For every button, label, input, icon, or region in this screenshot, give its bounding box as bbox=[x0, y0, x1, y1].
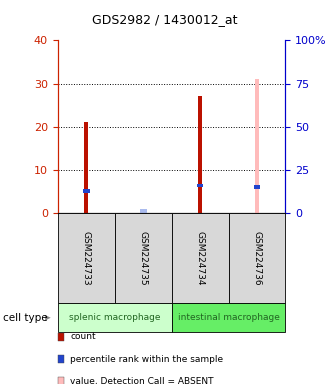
Text: GSM224735: GSM224735 bbox=[139, 231, 148, 286]
Bar bbox=[84, 122, 88, 213]
Text: percentile rank within the sample: percentile rank within the sample bbox=[70, 354, 223, 364]
Bar bbox=[140, 209, 147, 214]
Text: cell type: cell type bbox=[3, 313, 48, 323]
Bar bbox=[83, 189, 90, 193]
Text: count: count bbox=[70, 332, 96, 341]
Bar bbox=[253, 185, 260, 189]
Text: GSM224733: GSM224733 bbox=[82, 231, 91, 286]
Bar bbox=[197, 184, 204, 187]
Bar bbox=[198, 96, 202, 213]
Text: GDS2982 / 1430012_at: GDS2982 / 1430012_at bbox=[92, 13, 238, 26]
Text: GSM224734: GSM224734 bbox=[196, 231, 205, 285]
Text: intestinal macrophage: intestinal macrophage bbox=[178, 313, 280, 322]
Text: splenic macrophage: splenic macrophage bbox=[69, 313, 160, 322]
Text: value, Detection Call = ABSENT: value, Detection Call = ABSENT bbox=[70, 377, 214, 384]
Bar bbox=[255, 79, 259, 213]
Text: GSM224736: GSM224736 bbox=[252, 231, 261, 286]
